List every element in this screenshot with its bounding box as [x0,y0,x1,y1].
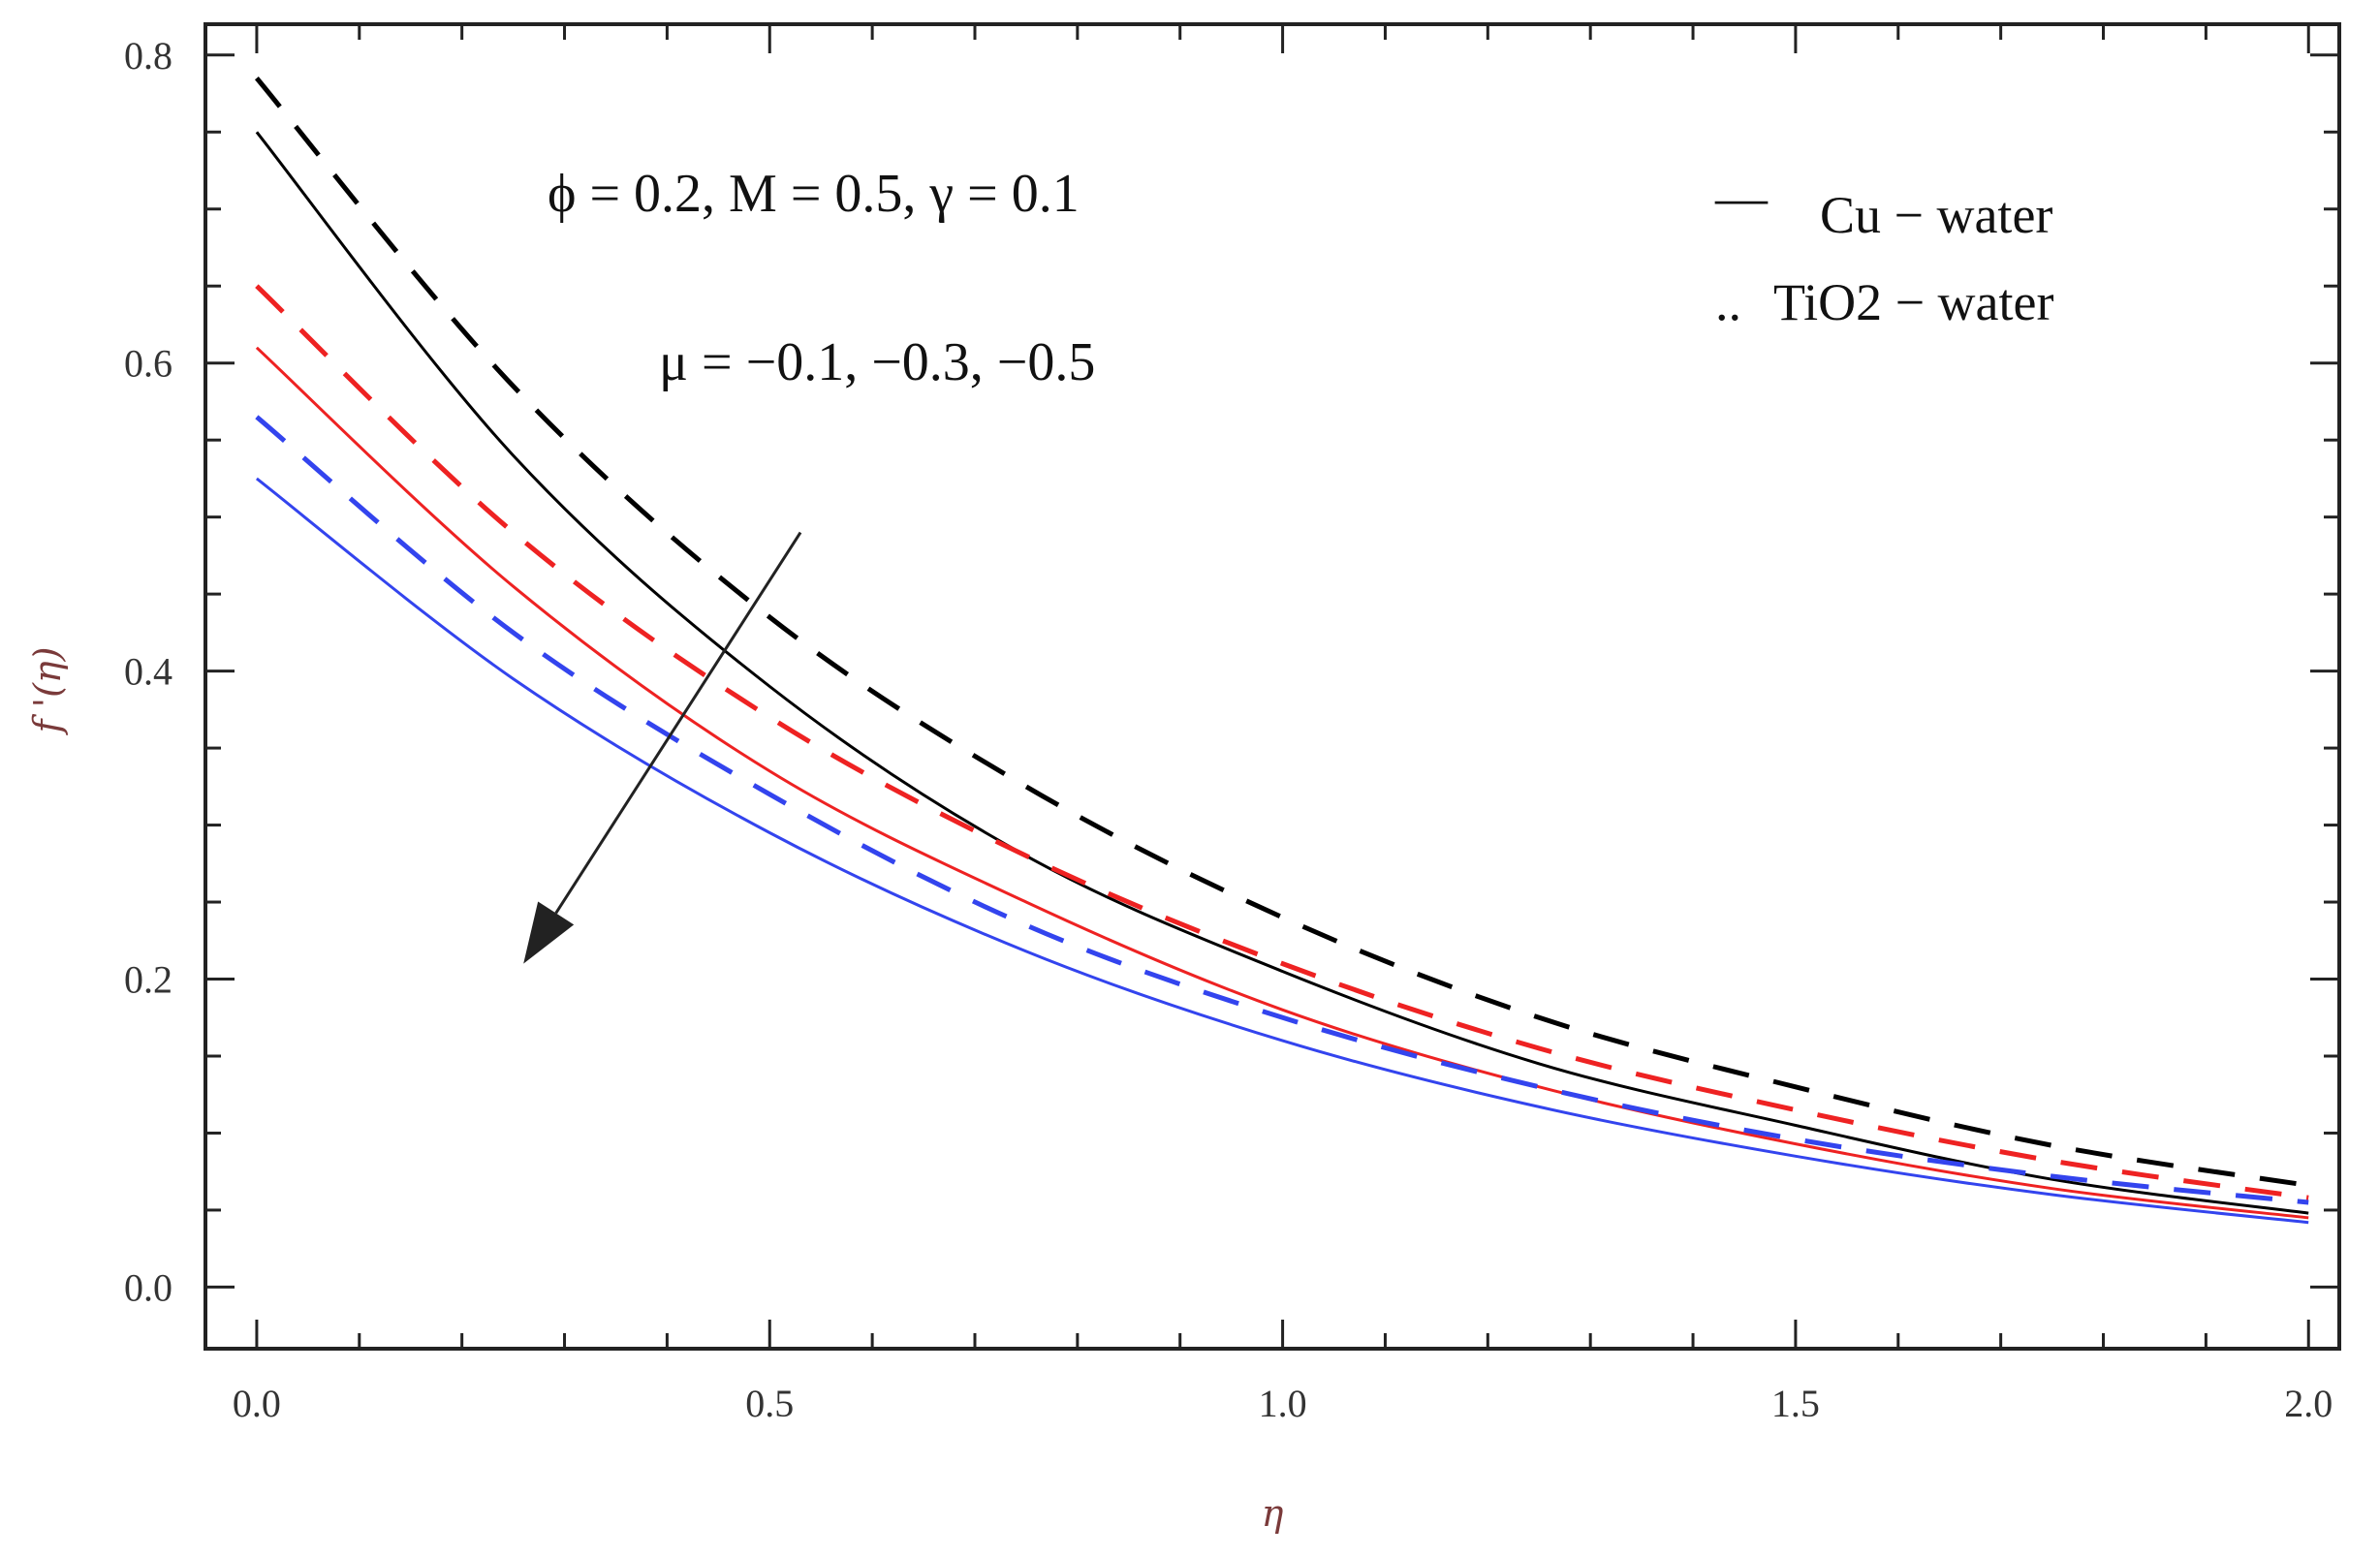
series-lines [254,77,2309,1225]
legend-tio2-water-label: TiO2 − water [1773,273,2053,331]
x-tick-label: 1.5 [1771,1382,1820,1425]
y-axis-title: f '(η) [26,646,69,735]
series-line-cu-muneg0p5 [255,477,2309,1225]
x-tick-label: 0.5 [745,1382,794,1425]
y-tick-label: 0.8 [124,34,172,78]
series-line-cu-muneg0p1 [255,131,2309,1215]
legend: — Cu − water .. TiO2 − water [1714,169,2053,331]
trend-arrow-head [523,901,575,964]
trend-arrow-shaft [554,531,802,915]
series-line-cu-muneg0p3 [255,346,2309,1220]
legend-cu-water-label: Cu − water [1820,186,2052,244]
series-line-tio2-muneg0p5 [255,415,2309,1205]
parameter-annotation: ϕ = 0.2, M = 0.5, γ = 0.1 [548,164,1080,224]
y-tick-label: 0.0 [124,1265,172,1309]
plot-frame [204,22,2341,1351]
axis-ticks [205,24,2339,1349]
x-tick-label: 1.0 [1259,1382,1307,1425]
series-line-tio2-muneg0p1 [254,77,2309,1188]
y-tick-label: 0.2 [124,958,172,1002]
x-tick-label: 0.0 [233,1382,281,1425]
x-tick-label: 2.0 [2284,1382,2333,1425]
x-tick-labels: 0.0 0.5 1.0 1.5 2.0 [233,1382,2333,1425]
y-tick-labels: 0.0 0.2 0.4 0.6 0.8 [124,34,172,1310]
y-tick-label: 0.6 [124,342,172,386]
legend-solid-marker: — [1714,169,1769,227]
y-tick-label: 0.4 [124,650,172,694]
mu-annotation: μ = −0.1, −0.3, −0.5 [659,332,1095,392]
x-axis-title: η [1262,1492,1284,1535]
legend-dashed-marker: .. [1715,273,1741,331]
trend-arrow [523,531,802,964]
series-line-tio2-muneg0p3 [255,284,2309,1200]
